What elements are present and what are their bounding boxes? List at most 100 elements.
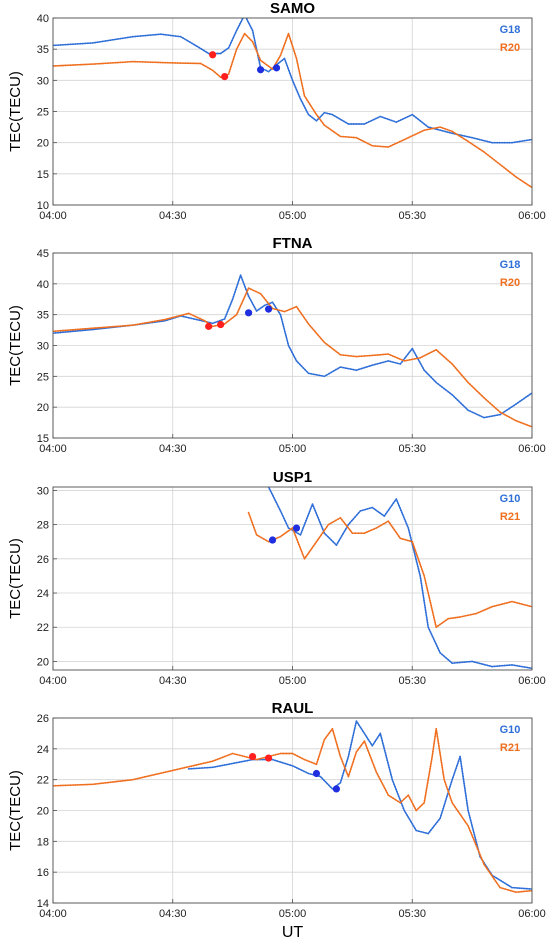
series-point bbox=[157, 772, 160, 775]
series-point bbox=[390, 119, 393, 122]
series-point bbox=[303, 524, 306, 527]
series-point bbox=[427, 777, 430, 780]
series-point bbox=[203, 49, 205, 52]
series-point bbox=[349, 521, 351, 524]
series-point bbox=[87, 63, 89, 66]
series-point bbox=[184, 38, 187, 41]
series-point bbox=[104, 326, 107, 329]
series-point bbox=[499, 413, 501, 416]
series-point bbox=[443, 620, 446, 623]
series-point bbox=[466, 807, 469, 809]
y-tick-label: 20 bbox=[37, 402, 49, 414]
series-point bbox=[343, 765, 346, 768]
series-point bbox=[456, 661, 459, 664]
series-point bbox=[300, 82, 303, 85]
series-point bbox=[87, 327, 89, 330]
legend-entry-g18: G18 bbox=[500, 24, 521, 36]
series-point bbox=[434, 642, 437, 645]
series-point bbox=[258, 535, 260, 538]
series-point bbox=[384, 360, 387, 363]
series-point bbox=[72, 64, 74, 66]
series-point bbox=[528, 185, 531, 187]
series-point bbox=[54, 332, 57, 334]
series-point bbox=[387, 508, 390, 511]
series-point bbox=[253, 37, 256, 39]
series-point bbox=[134, 778, 137, 780]
series-point bbox=[112, 38, 114, 41]
series-point bbox=[348, 773, 351, 775]
series-point bbox=[243, 32, 246, 35]
series-point bbox=[342, 366, 344, 369]
series-point bbox=[374, 354, 376, 357]
series-point bbox=[146, 61, 149, 63]
series-point bbox=[334, 519, 337, 522]
series-point bbox=[287, 67, 289, 70]
series-point bbox=[337, 748, 340, 751]
series-point bbox=[419, 362, 422, 365]
series-point bbox=[356, 722, 359, 724]
series-point bbox=[276, 503, 279, 506]
series-point bbox=[436, 735, 439, 737]
series-point bbox=[112, 325, 114, 328]
series-point bbox=[473, 137, 476, 140]
series-point bbox=[407, 527, 410, 529]
series-point bbox=[401, 359, 403, 361]
series-point bbox=[235, 29, 238, 32]
series-point bbox=[250, 519, 253, 521]
series-point bbox=[338, 751, 340, 753]
series-point bbox=[451, 363, 454, 365]
series-point bbox=[329, 346, 332, 348]
series-point bbox=[487, 154, 489, 157]
series-point bbox=[418, 561, 421, 564]
series-point bbox=[293, 531, 296, 534]
series-point bbox=[413, 805, 415, 807]
series-point bbox=[491, 876, 494, 878]
event-marker-g18 bbox=[272, 64, 281, 72]
series-point bbox=[393, 783, 395, 786]
event-marker-g18 bbox=[264, 305, 273, 313]
series-point bbox=[249, 516, 252, 519]
series-point bbox=[349, 746, 352, 748]
series-point bbox=[332, 730, 334, 732]
series-point bbox=[141, 61, 144, 63]
series-point bbox=[281, 761, 284, 764]
series-point bbox=[499, 886, 501, 889]
series-point bbox=[458, 400, 461, 403]
series-point bbox=[515, 176, 517, 178]
series-point bbox=[508, 885, 511, 888]
series-point bbox=[87, 42, 89, 45]
series-point bbox=[423, 369, 426, 372]
series-point bbox=[519, 400, 521, 403]
series-point bbox=[496, 141, 498, 144]
series-point bbox=[203, 766, 206, 769]
series-point bbox=[214, 766, 217, 768]
series-point bbox=[469, 829, 471, 832]
series-point bbox=[143, 776, 146, 778]
series-point bbox=[102, 62, 104, 65]
series-point bbox=[250, 299, 252, 302]
series-point bbox=[335, 350, 338, 353]
series-point bbox=[267, 70, 270, 73]
series-point bbox=[149, 321, 151, 324]
series-point bbox=[339, 516, 342, 519]
series-point bbox=[486, 140, 488, 143]
series-point bbox=[476, 413, 479, 416]
series-point bbox=[406, 814, 408, 816]
series-point bbox=[323, 738, 326, 741]
series-point bbox=[291, 79, 294, 82]
series-point bbox=[402, 807, 405, 809]
series-point bbox=[471, 824, 473, 826]
series-point bbox=[195, 318, 198, 321]
series-point bbox=[268, 488, 271, 491]
series-point bbox=[178, 315, 181, 317]
series-point bbox=[239, 41, 241, 44]
series-point bbox=[299, 546, 301, 548]
series-point bbox=[299, 548, 302, 551]
series-point bbox=[445, 619, 448, 621]
series-point bbox=[331, 727, 334, 730]
series-point bbox=[97, 41, 99, 44]
series-point bbox=[69, 64, 72, 67]
series-point bbox=[518, 665, 521, 668]
series-point bbox=[156, 320, 159, 322]
series-point bbox=[410, 135, 412, 138]
